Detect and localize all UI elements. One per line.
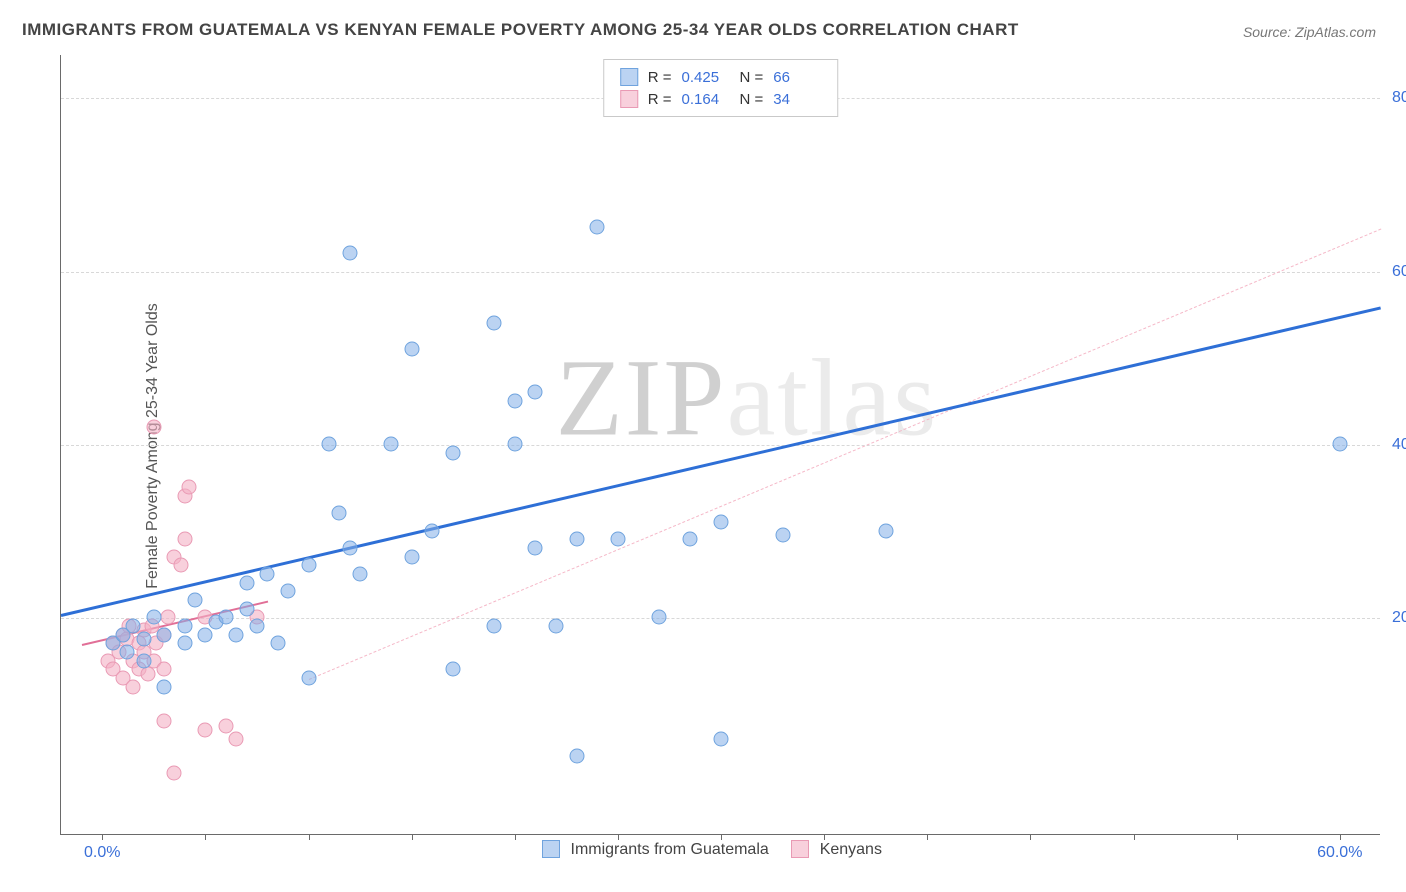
data-point (239, 575, 254, 590)
data-point (270, 636, 285, 651)
data-point (425, 523, 440, 538)
data-point (239, 601, 254, 616)
data-point (487, 315, 502, 330)
data-point (683, 532, 698, 547)
data-point (322, 437, 337, 452)
legend-swatch-kenyans (791, 840, 809, 858)
data-point (198, 627, 213, 642)
data-point (249, 619, 264, 634)
data-point (136, 653, 151, 668)
data-point (167, 766, 182, 781)
data-point (342, 246, 357, 261)
data-point (404, 341, 419, 356)
data-point (569, 749, 584, 764)
n-value-2: 34 (773, 91, 821, 108)
n-label: N = (740, 69, 764, 86)
legend-row-series-2: R = 0.164 N = 34 (620, 88, 822, 110)
legend-swatch-1 (620, 68, 638, 86)
data-point (161, 610, 176, 625)
data-point (590, 220, 605, 235)
data-point (353, 567, 368, 582)
data-point (229, 627, 244, 642)
data-point (384, 437, 399, 452)
n-value-1: 66 (773, 69, 821, 86)
data-point (879, 523, 894, 538)
data-point (140, 666, 155, 681)
data-point (157, 714, 172, 729)
data-point (136, 632, 151, 647)
data-point (229, 731, 244, 746)
data-point (181, 480, 196, 495)
scatter-plot-area: R = 0.425 N = 66 R = 0.164 N = 34 ZIPatl… (60, 55, 1380, 835)
data-point (549, 619, 564, 634)
data-point (157, 627, 172, 642)
data-point (198, 723, 213, 738)
legend-swatch-guatemala (542, 840, 560, 858)
data-point (445, 445, 460, 460)
source-attribution: Source: ZipAtlas.com (1243, 24, 1376, 40)
n-label: N = (740, 91, 764, 108)
data-point (177, 619, 192, 634)
gridline (61, 445, 1380, 446)
data-point (126, 619, 141, 634)
data-point (301, 671, 316, 686)
data-point (177, 636, 192, 651)
trendline (308, 228, 1381, 680)
legend-swatch-2 (620, 90, 638, 108)
data-point (219, 610, 234, 625)
data-point (188, 593, 203, 608)
trendline (61, 306, 1382, 617)
data-point (173, 558, 188, 573)
r-value-1: 0.425 (682, 69, 730, 86)
data-point (652, 610, 667, 625)
correlation-legend: R = 0.425 N = 66 R = 0.164 N = 34 (603, 59, 839, 117)
data-point (528, 541, 543, 556)
data-point (280, 584, 295, 599)
r-label: R = (648, 69, 672, 86)
data-point (775, 528, 790, 543)
y-tick-label: 80.0% (1382, 89, 1406, 107)
watermark: ZIPatlas (556, 334, 939, 461)
data-point (332, 506, 347, 521)
series-legend: Immigrants from Guatemala Kenyans (0, 840, 1406, 859)
data-point (714, 515, 729, 530)
y-tick-label: 60.0% (1382, 263, 1406, 281)
data-point (445, 662, 460, 677)
r-value-2: 0.164 (682, 91, 730, 108)
data-point (157, 662, 172, 677)
data-point (714, 731, 729, 746)
data-point (528, 385, 543, 400)
data-point (487, 619, 502, 634)
data-point (301, 558, 316, 573)
data-point (610, 532, 625, 547)
data-point (569, 532, 584, 547)
chart-title: IMMIGRANTS FROM GUATEMALA VS KENYAN FEMA… (22, 20, 1019, 40)
data-point (507, 437, 522, 452)
legend-label-kenyans: Kenyans (820, 841, 882, 858)
data-point (177, 532, 192, 547)
data-point (1332, 437, 1347, 452)
data-point (404, 549, 419, 564)
r-label: R = (648, 91, 672, 108)
legend-row-series-1: R = 0.425 N = 66 (620, 66, 822, 88)
y-tick-label: 20.0% (1382, 609, 1406, 627)
data-point (120, 645, 135, 660)
data-point (126, 679, 141, 694)
data-point (507, 393, 522, 408)
data-point (219, 718, 234, 733)
gridline (61, 272, 1380, 273)
data-point (260, 567, 275, 582)
data-point (342, 541, 357, 556)
y-tick-label: 40.0% (1382, 436, 1406, 454)
data-point (146, 419, 161, 434)
data-point (146, 610, 161, 625)
legend-label-guatemala: Immigrants from Guatemala (571, 841, 769, 858)
data-point (157, 679, 172, 694)
